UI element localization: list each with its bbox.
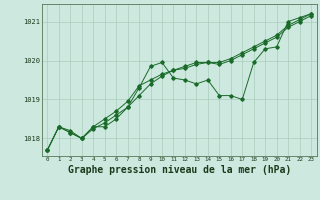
X-axis label: Graphe pression niveau de la mer (hPa): Graphe pression niveau de la mer (hPa): [68, 165, 291, 175]
